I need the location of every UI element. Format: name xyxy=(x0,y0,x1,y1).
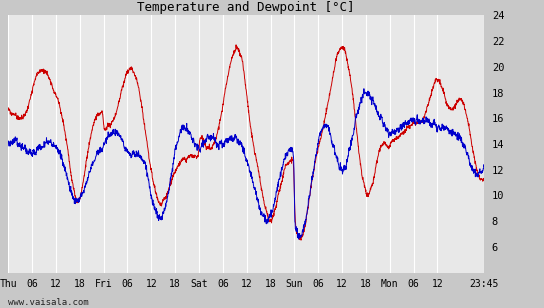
Text: www.vaisala.com: www.vaisala.com xyxy=(8,298,89,307)
Title: Temperature and Dewpoint [°C]: Temperature and Dewpoint [°C] xyxy=(138,1,355,14)
